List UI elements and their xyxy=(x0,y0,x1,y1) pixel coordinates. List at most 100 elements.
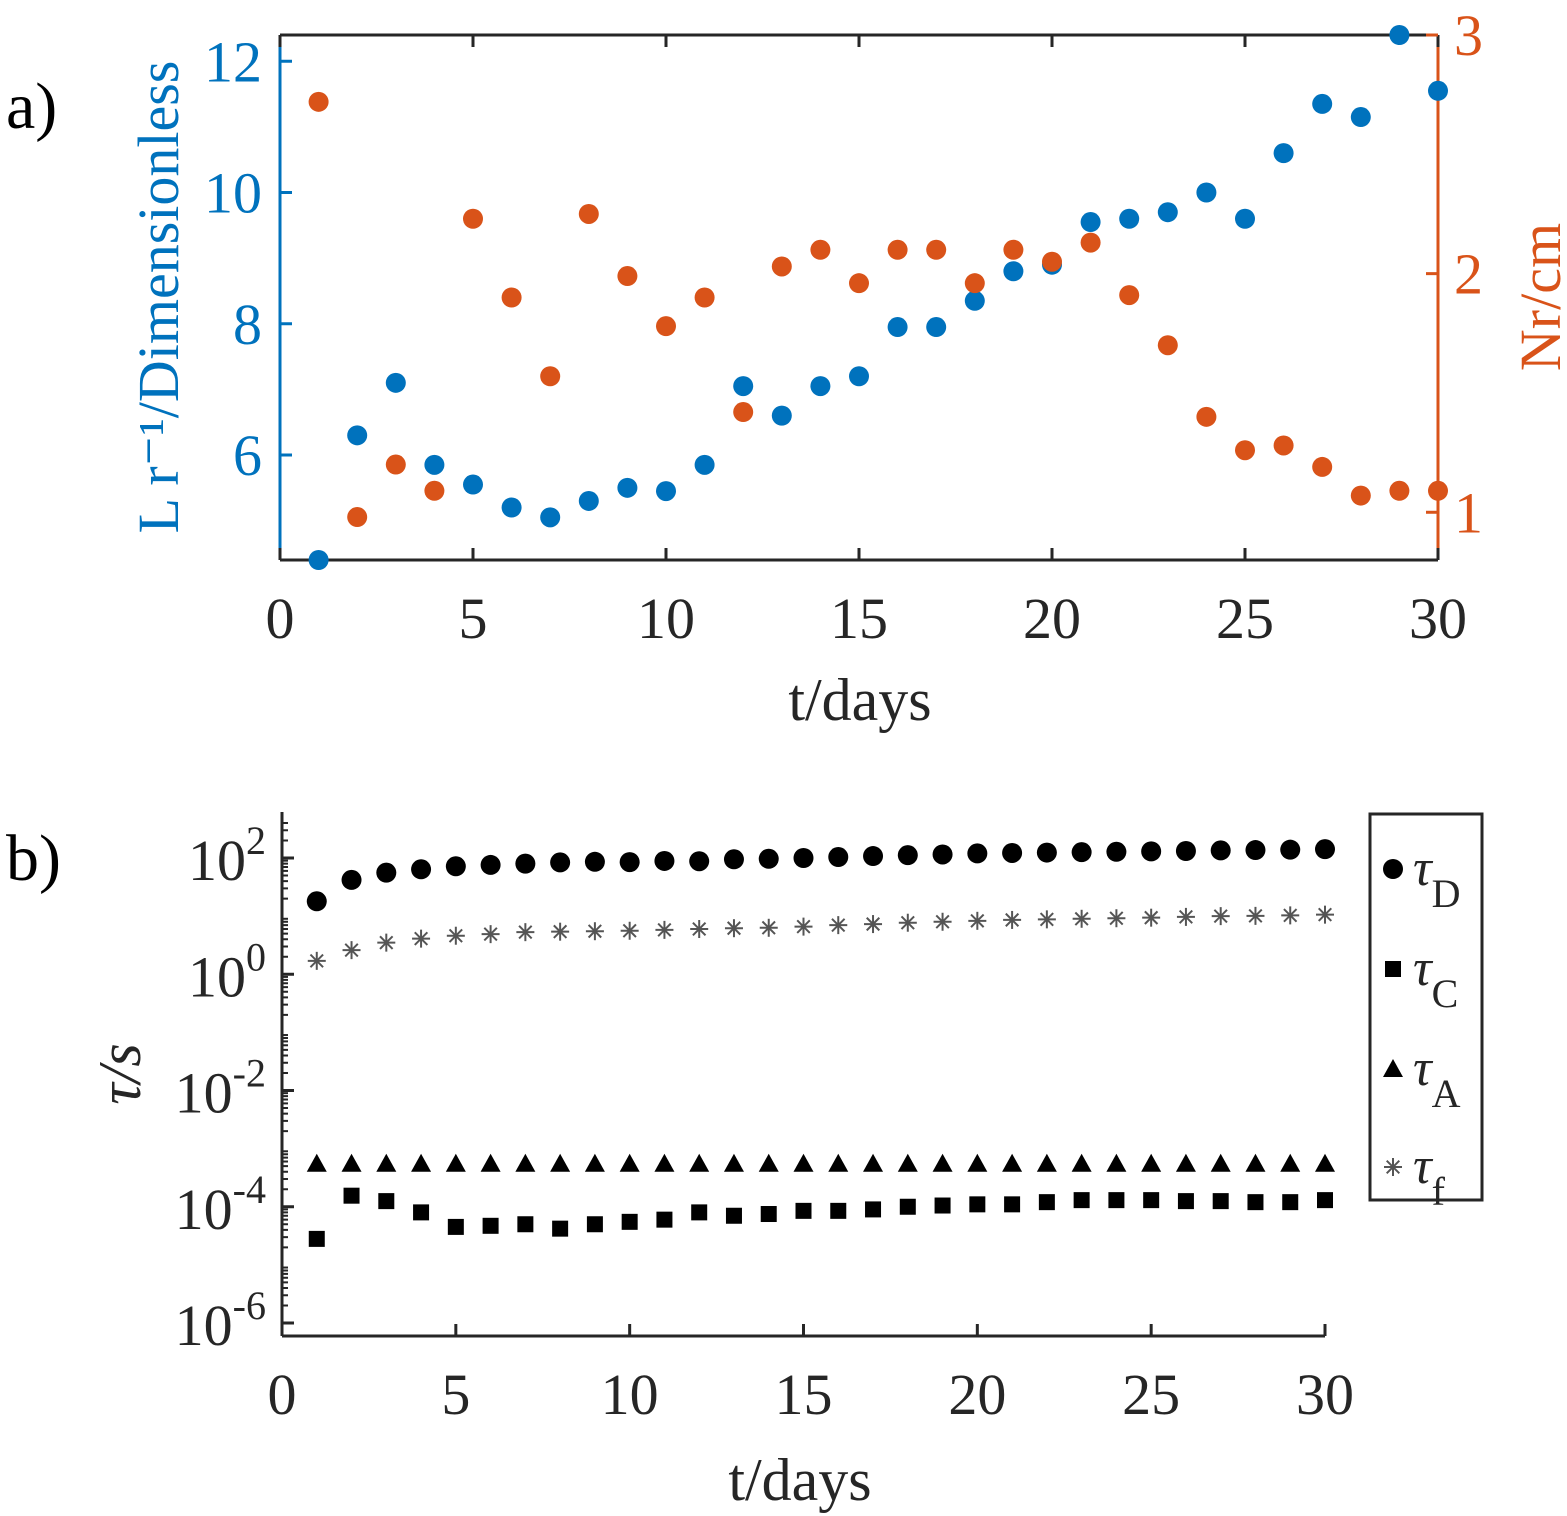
chart-b-point-C xyxy=(447,1218,464,1235)
chart-a-point-left xyxy=(1080,212,1101,233)
chart-a-point-left xyxy=(1157,202,1178,223)
chart-a-point-right xyxy=(771,256,792,277)
chart-b-point-f xyxy=(446,926,465,945)
chart-b-point-A xyxy=(445,1153,466,1172)
chart-b-legend-subscript: C xyxy=(1432,971,1459,1016)
chart-b-point-f xyxy=(1246,906,1265,925)
chart-b-point-C xyxy=(691,1204,708,1221)
chart-a-point-right xyxy=(1080,232,1101,253)
chart-b-y-tick-base: 10 xyxy=(188,828,246,893)
chart-b-point-D xyxy=(480,854,501,875)
chart-b-point-A xyxy=(967,1153,988,1172)
chart-b-point-C xyxy=(830,1202,847,1219)
chart-b-point-D xyxy=(723,849,744,870)
chart-b-point-A xyxy=(723,1153,744,1172)
chart-b-legend-marker-D xyxy=(1383,859,1403,879)
chart-b-point-D xyxy=(1210,840,1231,861)
chart-b-point-C xyxy=(552,1220,569,1237)
chart-a-point-left xyxy=(1312,93,1333,114)
chart-a-right-tick-label: 3 xyxy=(1454,3,1483,68)
chart-b-y-tick-exp: -4 xyxy=(233,1167,266,1212)
chart-a-point-right xyxy=(810,239,831,260)
chart-b-point-D xyxy=(1315,839,1335,860)
chart-b-point-D xyxy=(967,843,988,864)
chart-b-point-C xyxy=(1038,1194,1055,1211)
chart-b-point-D xyxy=(445,856,466,877)
chart-b-point-A xyxy=(480,1153,501,1172)
chart-a-point-right xyxy=(1312,456,1333,477)
chart-b-point-C xyxy=(760,1206,777,1223)
chart-b-x-tick-label: 15 xyxy=(775,1362,833,1427)
chart-a-point-right xyxy=(1157,335,1178,356)
chart-b-point-C xyxy=(1004,1196,1021,1213)
chart-b-point-C xyxy=(899,1198,916,1215)
chart-b-point-f xyxy=(377,933,396,952)
chart-a-point-right xyxy=(964,273,985,294)
chart-b-point-f xyxy=(933,912,952,931)
chart-b-point-D xyxy=(1071,842,1092,863)
chart-b-legend-symbol: τ xyxy=(1413,1138,1434,1195)
chart-b-point-D xyxy=(306,891,327,912)
chart-b-point-C xyxy=(1108,1192,1125,1209)
chart-b-point-f xyxy=(1281,906,1300,925)
chart-b-point-D xyxy=(1245,840,1266,861)
chart-b-point-C xyxy=(308,1230,325,1247)
chart-a-x-tick-label: 15 xyxy=(830,586,888,651)
chart-b-point-A xyxy=(932,1153,953,1172)
chart-b-legend-label-A: τA xyxy=(1413,1040,1461,1116)
chart-b-point-C xyxy=(1212,1193,1229,1210)
chart-b-point-A xyxy=(1141,1153,1162,1172)
chart-b-point-D xyxy=(793,848,814,868)
chart-b-point-f xyxy=(342,941,361,960)
chart-a-point-left xyxy=(347,425,368,446)
chart-a-x-tick-label: 20 xyxy=(1023,586,1081,651)
chart-b-point-D xyxy=(1002,842,1023,863)
chart-a-point-right xyxy=(463,208,483,229)
chart-b-point-f xyxy=(655,920,674,939)
chart-a-point-right xyxy=(1273,435,1294,456)
chart-a-point-left xyxy=(1350,107,1371,128)
chart-b-point-A xyxy=(897,1153,918,1172)
chart-a-left-tick-label: 10 xyxy=(204,161,262,226)
chart-b-point-f xyxy=(1211,907,1230,926)
chart-b-point-D xyxy=(341,869,362,890)
chart-b-legend xyxy=(1368,812,1484,1202)
chart-b-y-tick-label: 10-2 xyxy=(175,1051,266,1126)
chart-b-point-D xyxy=(515,853,536,874)
chart-a-point-right xyxy=(849,273,869,294)
chart-a-left-ticks: 6 8 10 12 xyxy=(204,29,292,488)
chart-b-point-C xyxy=(934,1197,951,1214)
chart-b-point-f xyxy=(551,922,570,941)
chart-a-point-left xyxy=(501,497,522,518)
chart-a-point-right xyxy=(656,316,676,337)
chart-b-point-C xyxy=(656,1211,673,1228)
chart-b-point-D xyxy=(654,850,675,871)
chart-b-point-f xyxy=(690,920,709,939)
chart-b-point-D xyxy=(550,852,571,873)
chart-a-right-tick-label: 2 xyxy=(1454,242,1483,307)
panel-a-label: a) xyxy=(6,70,57,143)
chart-b-y-tick-base: 10 xyxy=(188,944,246,1009)
chart-b-point-f xyxy=(585,922,604,941)
chart-a-point-left xyxy=(424,454,445,475)
chart-b-x-tick-label: 25 xyxy=(1122,1362,1180,1427)
chart-b-point-D xyxy=(411,859,432,880)
chart-b-point-A xyxy=(306,1153,327,1172)
chart-b-y-tick-exp: 2 xyxy=(246,818,266,863)
chart-b-legend-marker-C xyxy=(1385,961,1401,977)
chart-a-point-left xyxy=(1428,80,1448,101)
chart-a-point-left xyxy=(964,290,985,311)
chart-b-point-C xyxy=(413,1204,430,1221)
chart-b-point-f xyxy=(759,918,778,937)
chart-b-point-A xyxy=(793,1153,814,1172)
chart-a-x-ticks: 0 5 10 15 20 25 30 xyxy=(266,35,1467,651)
chart-b-point-C xyxy=(482,1217,499,1234)
panel-b-label: b) xyxy=(6,822,61,895)
chart-a-point-right xyxy=(926,239,947,260)
chart-b-point-C xyxy=(1317,1192,1333,1209)
chart-b-legend-label-D: τD xyxy=(1413,840,1461,916)
chart-a-point-right xyxy=(501,287,522,308)
chart-b-point-D xyxy=(689,851,710,872)
chart-b-point-f xyxy=(1037,910,1056,929)
